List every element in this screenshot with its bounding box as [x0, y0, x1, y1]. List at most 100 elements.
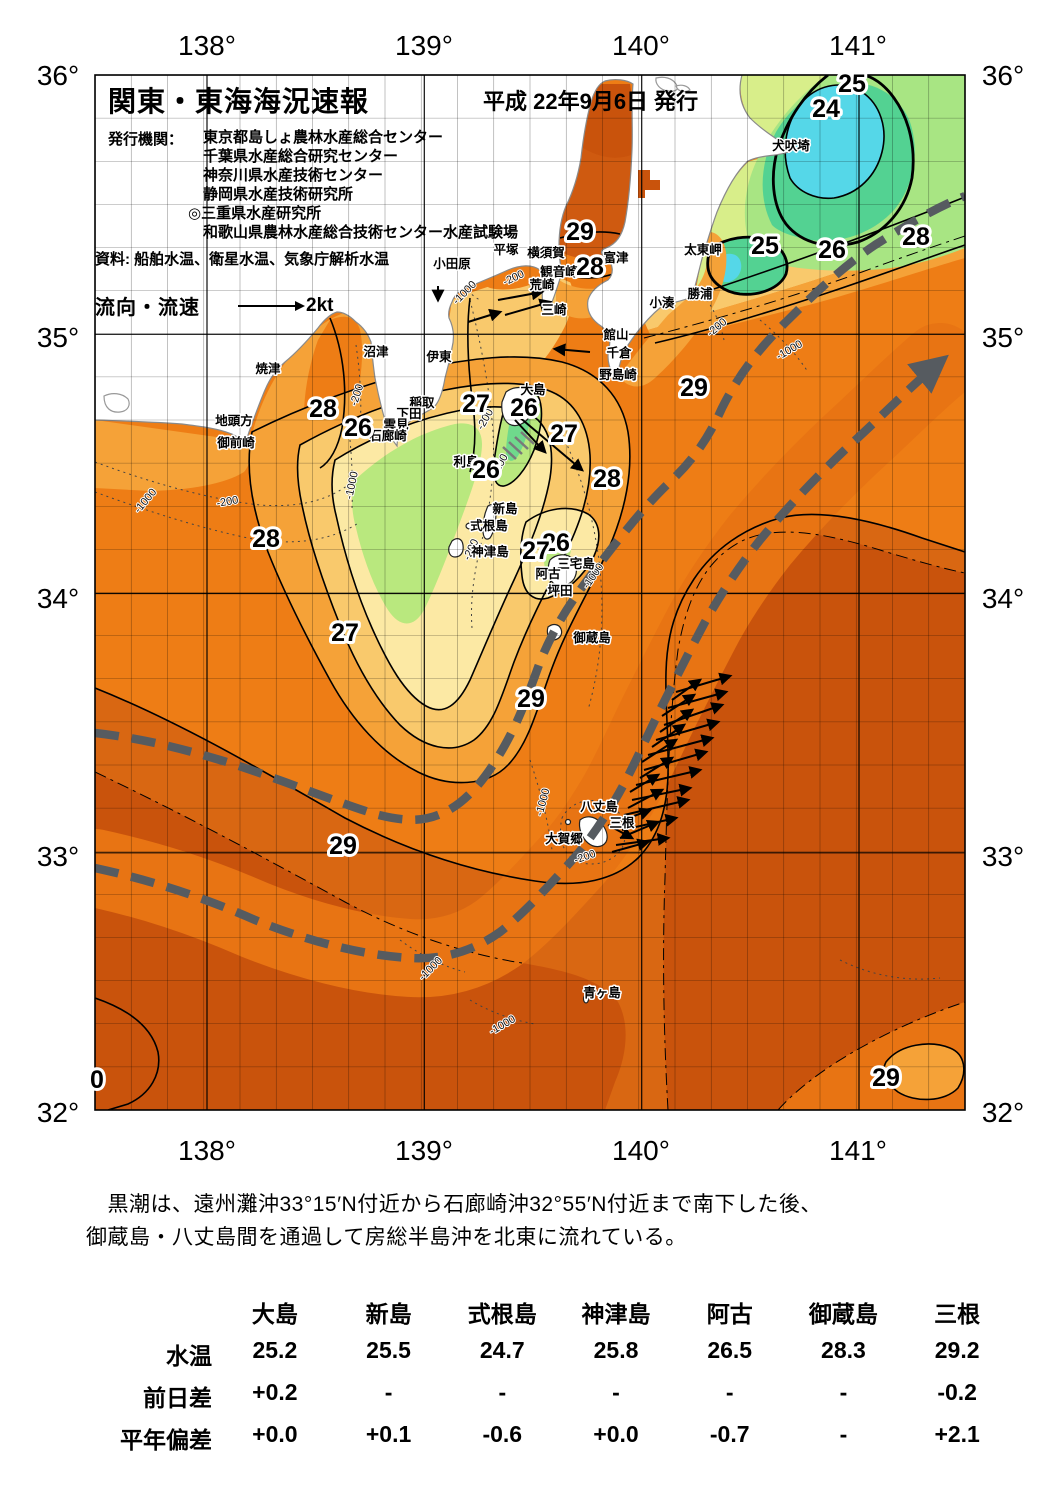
place-label: 坪田 — [547, 584, 572, 598]
temperature-contour-label: 29 — [517, 685, 545, 713]
place-label: 平塚 — [493, 243, 519, 257]
place-label: 三根 — [609, 815, 635, 830]
table-value: +0.1 — [365, 1421, 412, 1447]
temperature-contour-label: 28 — [576, 253, 604, 281]
temperature-contour-label: 27 — [331, 619, 359, 647]
table-corner — [96, 1295, 218, 1329]
place-label: 野島崎 — [599, 367, 637, 382]
place-label: 阿古 — [535, 566, 561, 581]
place-label: 観音崎 — [540, 264, 578, 279]
temperature-contour-label: 28 — [252, 525, 280, 553]
column-header: 御蔵島 — [808, 1301, 878, 1327]
temperature-contour-label: 27 — [550, 420, 578, 448]
place-label: 犬吠埼 — [771, 138, 810, 153]
lake-inbanuma — [638, 170, 660, 198]
place-label: 新島 — [492, 501, 518, 516]
place-label: 焼津 — [255, 361, 281, 376]
temperature-contour-label: 27 — [522, 537, 550, 565]
report-header: 関東・東海海況速報 平成 22年9月6日 発行 発行機関： 東京都島しょ農林水産… — [95, 80, 728, 320]
table-value: -0.2 — [937, 1379, 977, 1405]
temperature-contour-label: 26 — [818, 236, 846, 264]
latitude-label-left: 33° — [37, 841, 79, 872]
temperature-contour-label: 26 — [510, 394, 538, 422]
lake-hamana — [103, 393, 130, 413]
place-label: 小湊 — [648, 295, 675, 310]
current-streaks — [502, 431, 535, 460]
isotherm-contours — [95, 75, 965, 1110]
issuer-item: ◎三重県水産研究所 — [188, 205, 322, 222]
temperature-contour-label: 0 — [90, 1066, 104, 1094]
column-header: 新島 — [365, 1301, 412, 1327]
table-value: - — [725, 1379, 734, 1405]
table-value: 25.8 — [593, 1337, 639, 1363]
table-value: - — [612, 1379, 620, 1405]
temperature-contour-label: 26 — [472, 456, 500, 484]
sea-condition-map: -200-1000-200-1000-1000 -200-200-200-200-… — [37, 30, 1024, 1166]
longitude-label-bottom: 138° — [178, 1135, 236, 1166]
niijima-island — [482, 504, 497, 540]
place-label: 富津 — [603, 250, 629, 265]
longitude-label-top: 141° — [829, 30, 887, 61]
table-value: 28.3 — [821, 1337, 866, 1363]
graticule-grid — [95, 75, 965, 1110]
miyakejima-island — [547, 554, 578, 587]
depth-label: -200 — [216, 494, 240, 510]
issue-date: 平成 22年9月6日 発行 — [483, 89, 699, 114]
kuroshio-axis-lines — [95, 192, 965, 963]
temperature-contour-label: 29 — [566, 218, 594, 246]
table-value: +0.0 — [593, 1421, 639, 1447]
place-label: 御蔵島 — [572, 630, 611, 645]
aogashima-island — [582, 994, 590, 1004]
latitude-label-left: 32° — [37, 1097, 79, 1128]
kuroshio-description: 黒潮は、遠州灘沖33°15′N付近から石廊崎沖32°55′N付近まで南下した後、… — [86, 1188, 1001, 1254]
kozushima-island — [448, 538, 464, 558]
oshima-island — [501, 386, 534, 427]
temperature-contour-label: 27 — [462, 390, 490, 418]
row-label: 水温 — [166, 1343, 212, 1369]
data-sources: 資料: 船舶水温、衛星水温、気象庁解析水温 — [95, 251, 390, 268]
issuer-item: 神奈川県水産技術センター — [203, 167, 384, 184]
column-header: 大島 — [251, 1301, 298, 1327]
place-label: 沼津 — [363, 344, 389, 359]
place-label: 小田原 — [432, 256, 471, 271]
kuroshio-north-edge — [95, 192, 965, 824]
table-value: +0.2 — [252, 1379, 298, 1405]
table-value: 25.5 — [366, 1337, 411, 1363]
longitude-label-top: 138° — [178, 30, 236, 61]
place-label: 伊東 — [425, 349, 452, 364]
temperature-contour-label: 29 — [680, 374, 708, 402]
place-label: 下田 — [396, 407, 421, 421]
issuer-item: 静岡県水産技術研究所 — [203, 186, 354, 203]
current-arrows — [431, 286, 733, 853]
latitude-label-right: 32° — [982, 1097, 1024, 1128]
row-label: 平年偏差 — [120, 1427, 212, 1453]
table-value: -0.6 — [482, 1421, 523, 1447]
lake-kitaura — [675, 84, 691, 93]
station-temperature-table: 大島 新島 式根島 神津島 阿古 御蔵島 三根 水温 25.2 25.5 24.… — [96, 1295, 1014, 1455]
table-value: +2.1 — [934, 1421, 980, 1447]
temperature-contour-label: 25 — [838, 70, 866, 98]
place-label: 式根島 — [470, 518, 508, 533]
place-label: 御前崎 — [216, 435, 255, 450]
place-label: 三宅島 — [557, 556, 595, 571]
latitude-label-right: 33° — [982, 841, 1024, 872]
legend-arrow-icon — [238, 300, 305, 311]
longitude-label-bottom: 141° — [829, 1135, 887, 1166]
column-header: 式根島 — [467, 1301, 537, 1327]
longitude-label-bottom: 140° — [612, 1135, 670, 1166]
longitude-label-bottom: 139° — [395, 1135, 453, 1166]
place-label: 雲見 — [383, 417, 409, 432]
kuroshio-axis — [95, 354, 949, 963]
legend-speed-value: 2kt — [306, 294, 334, 316]
table-value: - — [839, 1421, 848, 1447]
place-label: 大島 — [520, 382, 546, 397]
current-legend: 流向・流速 2kt — [95, 291, 728, 320]
table-value: - — [498, 1379, 507, 1405]
place-label: 八丈島 — [579, 799, 618, 814]
issuer-item: 千葉県水産総合研究センター — [203, 148, 399, 165]
place-label: 稲取 — [409, 395, 435, 410]
table-value: 29.2 — [934, 1337, 980, 1363]
place-label: 勝浦 — [687, 286, 713, 301]
hachijokojima-island — [564, 818, 572, 826]
place-label: 荒崎 — [528, 277, 555, 292]
